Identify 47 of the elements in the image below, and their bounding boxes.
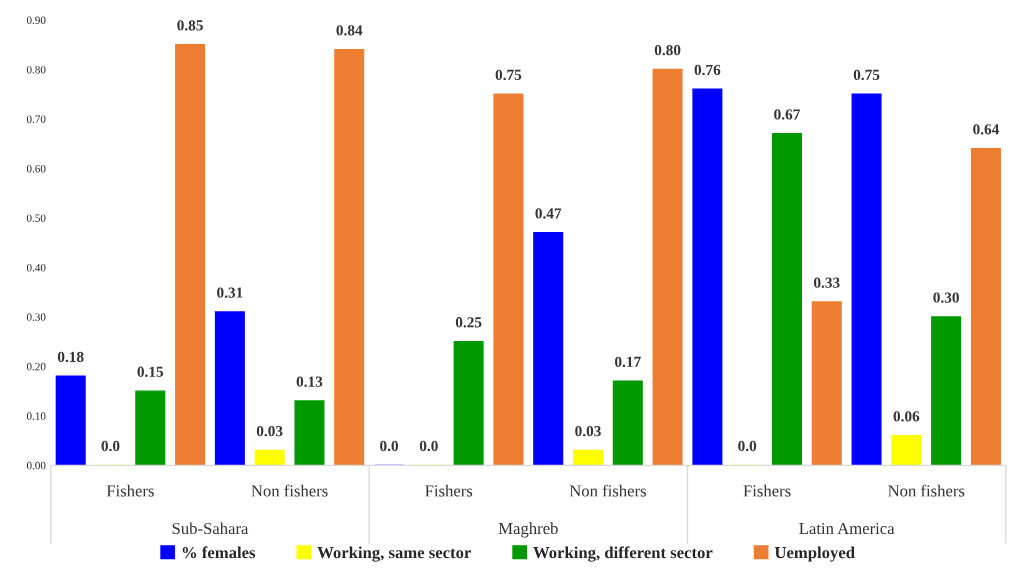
- text: Latin America: [799, 522, 895, 535]
- data-label: 0.76: [694, 64, 721, 76]
- y-tick-label: 0.30: [26, 313, 46, 321]
- x-tick-label: Non fishers: [888, 484, 965, 497]
- y-tick-label: 0.60: [26, 164, 46, 173]
- legend-label: Uemployed: [774, 546, 855, 562]
- y-tick-label: 0.90: [26, 16, 46, 24]
- x-tick-label: Fishers: [106, 484, 154, 497]
- x-tick-label: Fishers: [743, 484, 791, 497]
- data-label: 0.18: [57, 351, 84, 363]
- y-tick-label: 0.70: [26, 115, 46, 123]
- legend-label: Working, different sector: [533, 546, 713, 562]
- data-label: 0.03: [256, 425, 283, 437]
- data-label: 0.0: [738, 440, 757, 452]
- data-label: 0.33: [813, 277, 840, 288]
- y-tick-label: 0.40: [26, 263, 46, 272]
- data-label: 0.47: [535, 208, 562, 219]
- data-label: 0.84: [336, 25, 363, 36]
- y-tick-label: 0.20: [26, 362, 46, 371]
- legend-label: Working, same sector: [317, 546, 471, 562]
- data-label: 0.31: [217, 287, 243, 298]
- y-tick-label: 0.80: [26, 65, 46, 74]
- data-label: 0.03: [575, 425, 601, 437]
- data-label: 0.67: [774, 109, 800, 120]
- data-label: 0.80: [654, 44, 681, 56]
- data-label: 0.30: [933, 292, 959, 303]
- text: Maghreb: [498, 522, 558, 538]
- data-label: 0.75: [495, 69, 522, 81]
- data-label: 0.17: [615, 356, 641, 368]
- legend-label: % females: [182, 546, 256, 559]
- y-tick-label: 0.50: [26, 214, 46, 222]
- data-label: 0.75: [853, 69, 880, 81]
- data-label: 0.0: [101, 440, 120, 452]
- x-tick-label: Non fishers: [251, 484, 328, 497]
- x-tick-label: Non fishers: [569, 484, 646, 497]
- data-label: 0.0: [419, 440, 438, 452]
- data-label: 0.85: [177, 20, 203, 31]
- data-label: 0.0: [380, 440, 399, 452]
- data-label: 0.06: [893, 411, 920, 422]
- x-tick-label: Fishers: [425, 484, 473, 497]
- text: Sub-Sahara: [172, 522, 249, 535]
- data-label: 0.13: [296, 376, 323, 387]
- data-label: 0.15: [137, 366, 164, 377]
- y-tick-label: 0.10: [26, 412, 46, 420]
- y-tick-label: 0.00: [26, 461, 46, 470]
- data-label: 0.25: [455, 317, 482, 328]
- data-label: 0.64: [973, 124, 1000, 135]
